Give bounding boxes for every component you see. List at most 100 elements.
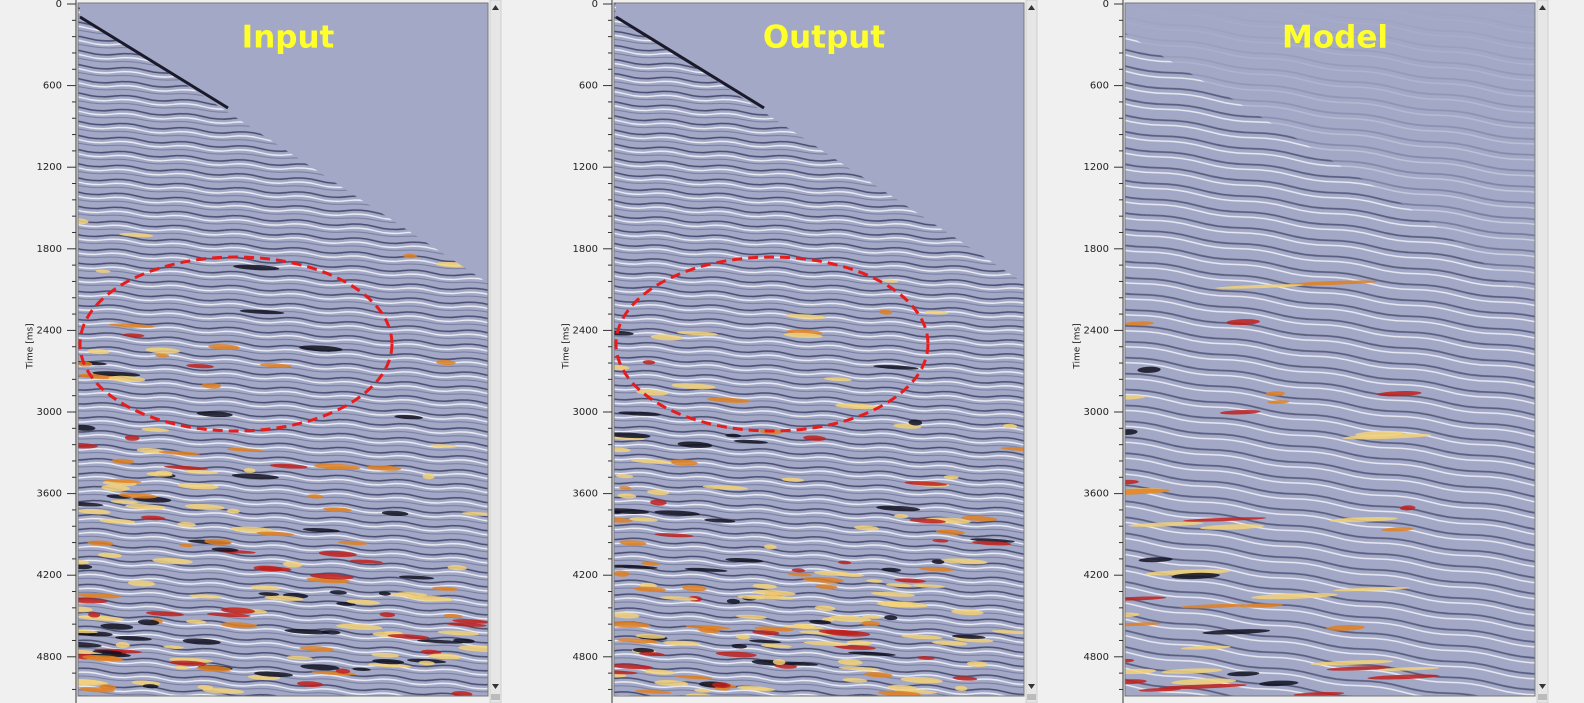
scroll-grip[interactable] xyxy=(491,694,500,700)
image-frame xyxy=(77,2,489,697)
scroll-up[interactable] xyxy=(1028,5,1035,10)
amplitude xyxy=(614,564,658,569)
amplitude xyxy=(243,468,256,473)
amplitude xyxy=(335,623,383,630)
amplitude xyxy=(78,424,96,431)
amplitude xyxy=(370,652,400,658)
scroll-up[interactable] xyxy=(492,5,499,10)
scrollbar[interactable] xyxy=(489,0,502,703)
amplitude xyxy=(674,675,713,680)
amplitude xyxy=(1161,668,1223,674)
seismic-image xyxy=(1125,3,1535,696)
tick-label: 1200 xyxy=(573,162,598,173)
amplitude xyxy=(935,529,965,535)
amplitude xyxy=(824,377,852,382)
amplitude xyxy=(1333,587,1410,592)
scrollbar[interactable] xyxy=(1536,0,1549,703)
amplitude xyxy=(431,586,459,591)
scroll-grip[interactable] xyxy=(1538,694,1547,700)
amplitude xyxy=(349,559,383,564)
amplitude xyxy=(931,640,968,646)
scroll-down[interactable] xyxy=(1028,684,1035,689)
amplitude xyxy=(1125,668,1157,675)
seismic-panel: 0 600 1200 1800 2400 3000 3600 4200 4800 Time [ms… xyxy=(562,0,1038,703)
amplitude xyxy=(650,499,667,506)
amplitude xyxy=(885,583,913,588)
amplitude xyxy=(100,623,134,630)
amplitude xyxy=(307,494,324,499)
amplitude xyxy=(78,592,122,599)
amplitude xyxy=(970,538,1015,543)
amplitude xyxy=(88,612,101,618)
amplitude xyxy=(94,648,142,654)
amplitude xyxy=(115,641,130,648)
highlight-ellipse xyxy=(614,255,930,433)
amplitude xyxy=(179,543,194,548)
amplitude xyxy=(802,576,844,583)
amplitude xyxy=(1180,603,1247,609)
amplitude xyxy=(451,691,473,696)
amplitude xyxy=(725,558,764,563)
seismic-panel: 0 600 1200 1800 2400 3000 3600 4200 4800 Time [ms… xyxy=(1073,0,1549,703)
empty-wedge xyxy=(1125,3,1535,303)
amplitude xyxy=(735,614,768,619)
amplitude xyxy=(854,525,880,531)
amplitude xyxy=(803,435,827,441)
scrollbar[interactable] xyxy=(1025,0,1038,703)
amplitude xyxy=(1125,395,1146,400)
amplitude xyxy=(296,681,324,687)
amplitude xyxy=(632,647,655,653)
amplitude xyxy=(827,615,872,623)
axis-label: Time [ms] xyxy=(562,323,572,369)
amplitude xyxy=(78,597,108,604)
amplitude xyxy=(694,688,712,693)
amplitude xyxy=(917,656,935,660)
amplitude xyxy=(644,669,676,675)
amplitude xyxy=(1367,674,1440,680)
amplitude xyxy=(1215,284,1305,289)
tick-label: 3600 xyxy=(573,489,598,500)
amplitude xyxy=(154,470,173,476)
amplitude xyxy=(302,527,341,533)
amplitude xyxy=(803,641,850,646)
amplitude xyxy=(1288,280,1379,286)
amplitude xyxy=(78,501,104,507)
amplitude xyxy=(311,670,356,676)
scroll-down[interactable] xyxy=(1539,684,1546,689)
amplitude xyxy=(837,659,863,666)
first-break xyxy=(615,15,765,110)
amplitude xyxy=(1002,423,1018,429)
scroll-down[interactable] xyxy=(492,684,499,689)
amplitude xyxy=(264,595,304,601)
scroll-up[interactable] xyxy=(1539,5,1546,10)
amplitude xyxy=(619,486,632,490)
amplitude xyxy=(1219,410,1261,415)
amplitude xyxy=(862,614,882,619)
amplitude xyxy=(286,656,313,660)
amplitude xyxy=(642,360,656,365)
amplitude xyxy=(735,634,751,640)
amplitude xyxy=(639,652,665,657)
amplitude xyxy=(882,279,899,283)
amplitude xyxy=(878,309,893,315)
amplitude xyxy=(684,567,728,572)
amplitude xyxy=(877,690,921,696)
amplitude xyxy=(733,439,768,444)
amplitude xyxy=(1400,505,1416,511)
amplitude xyxy=(848,651,896,656)
amplitude xyxy=(746,595,795,600)
amplitude xyxy=(1227,671,1260,677)
amplitude xyxy=(842,678,868,683)
amplitude xyxy=(142,684,159,689)
tick-label: 1800 xyxy=(1084,244,1109,255)
amplitude xyxy=(894,578,927,583)
amplitude xyxy=(1180,645,1231,650)
amplitude xyxy=(127,580,156,587)
amplitude xyxy=(417,639,464,644)
scroll-grip[interactable] xyxy=(1027,694,1036,700)
amplitude xyxy=(618,411,661,416)
tick-label: 600 xyxy=(1090,81,1109,92)
amplitude xyxy=(458,645,488,652)
amplitude xyxy=(654,510,701,516)
amplitude xyxy=(663,640,701,646)
